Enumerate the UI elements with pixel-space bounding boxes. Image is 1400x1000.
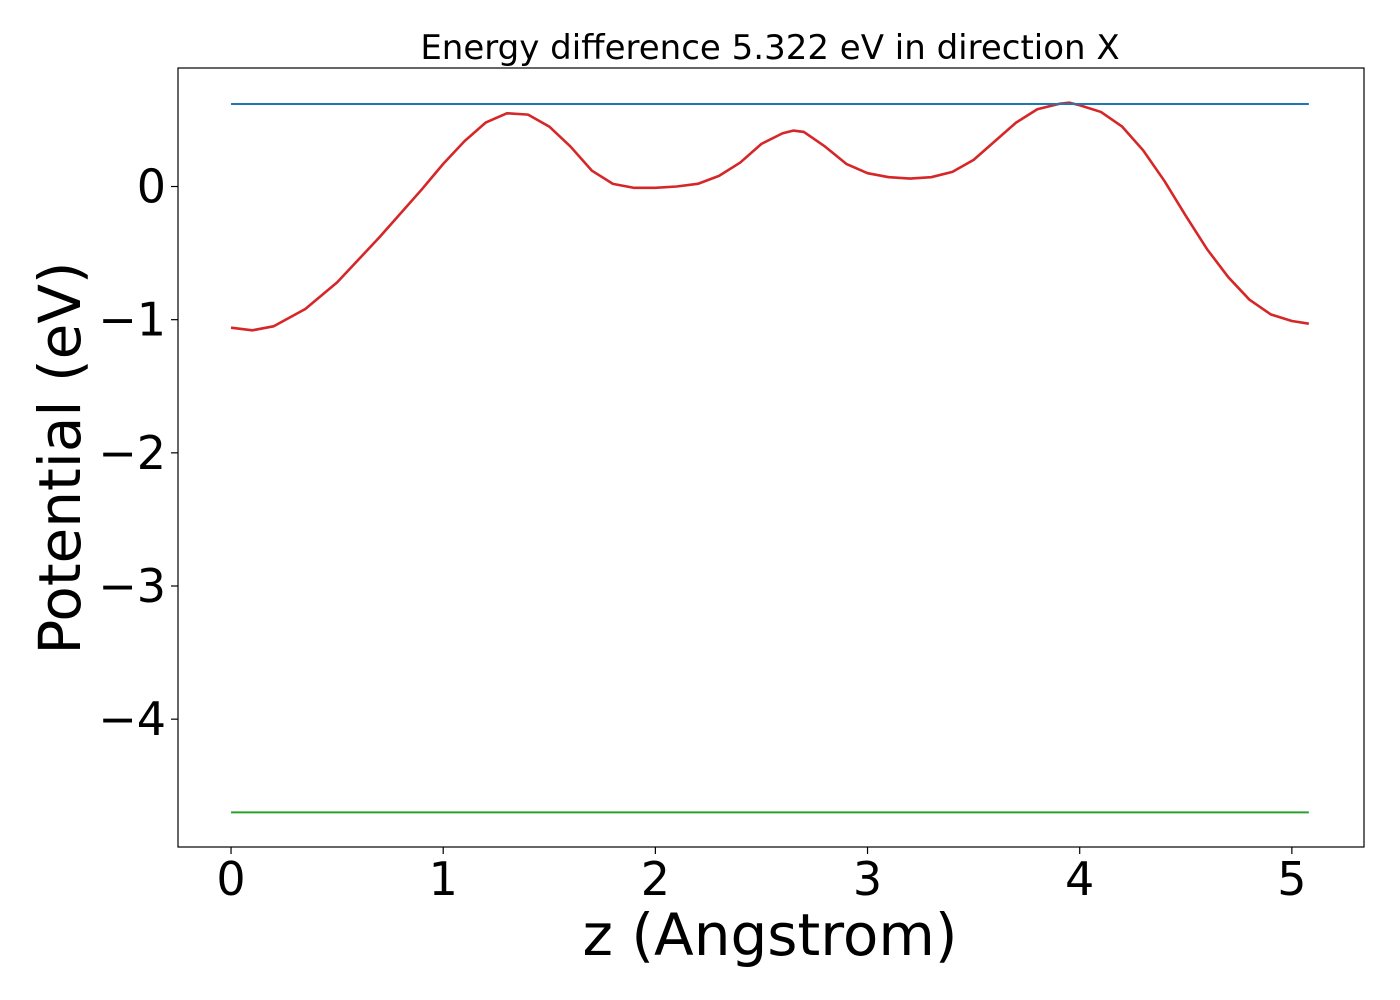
- y-axis-label: Potential (eV): [26, 261, 94, 654]
- plot-frame: [177, 67, 1365, 848]
- x-tick-label: 4: [1065, 852, 1094, 906]
- series-line-0: [230, 101, 1310, 332]
- plot-area: [230, 101, 1310, 814]
- y-axis: 0 −1 −2 −3 −4: [98, 160, 178, 746]
- x-tick-label: 0: [216, 852, 245, 906]
- x-tick-label: 5: [1277, 852, 1306, 906]
- x-tick-label: 2: [641, 852, 670, 906]
- y-tick-label: −3: [98, 559, 166, 613]
- x-tick-label: 1: [429, 852, 458, 906]
- y-tick-label: −1: [98, 293, 166, 347]
- y-tick-label: −4: [98, 692, 166, 746]
- y-tick-label: −2: [98, 426, 166, 480]
- chart-title: Energy difference 5.322 eV in direction …: [420, 28, 1119, 68]
- y-tick-label: 0: [137, 160, 166, 214]
- x-tick-label: 3: [853, 852, 882, 906]
- x-axis-label: z (Angstrom): [583, 901, 958, 969]
- x-axis: 0 1 2 3 4 5: [216, 847, 1307, 906]
